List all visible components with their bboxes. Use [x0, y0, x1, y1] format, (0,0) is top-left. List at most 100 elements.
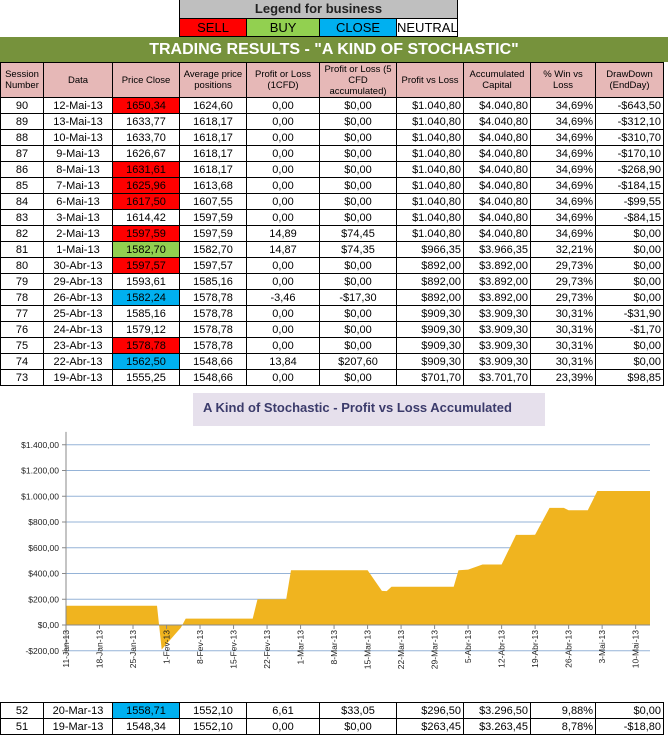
- cell-pl-5cfd: $0,00: [319, 321, 397, 338]
- cell-session: 79: [0, 273, 44, 290]
- y-tick-label: $800,00: [28, 517, 59, 527]
- cell-session: 80: [0, 257, 44, 274]
- cell-profit-vs-loss: $909,30: [396, 353, 464, 370]
- cell-pl-1cfd: 0,00: [246, 97, 320, 114]
- cell-session: 81: [0, 241, 44, 258]
- cell-date: 13-Mai-13: [43, 113, 113, 130]
- cell-pl-1cfd: 0,00: [246, 305, 320, 322]
- cell-date: 24-Abr-13: [43, 321, 113, 338]
- x-tick-label: 25-Jan-13: [128, 630, 138, 669]
- cell-avg-price: 1597,59: [179, 209, 247, 226]
- cell-pl-1cfd: 0,00: [246, 369, 320, 386]
- cell-price-close: 1625,96: [112, 177, 180, 194]
- cell-price-close: 1555,25: [112, 369, 180, 386]
- cell-avg-price: 1607,55: [179, 193, 247, 210]
- cell-avg-price: 1597,59: [179, 225, 247, 242]
- cell-drawdown: $0,00: [595, 257, 664, 274]
- cell-price-close: 1633,70: [112, 129, 180, 146]
- cell-drawdown: -$268,90: [595, 161, 664, 178]
- cell-win-pct: 9,88%: [530, 702, 596, 719]
- cell-avg-price: 1618,17: [179, 145, 247, 162]
- y-tick-label: $1.000,00: [21, 491, 59, 501]
- x-tick-label: 18-Jan-13: [95, 630, 105, 669]
- table-row: 51 19-Mar-13 1548,34 1552,10 0,00 $0,00 $263,4…: [0, 718, 664, 735]
- cell-profit-vs-loss: $1.040,80: [396, 161, 464, 178]
- column-header: Accumulated Capital: [463, 62, 531, 98]
- cell-profit-vs-loss: $1.040,80: [396, 129, 464, 146]
- cell-pl-1cfd: 0,00: [246, 129, 320, 146]
- cell-drawdown: -$99,55: [595, 193, 664, 210]
- cell-session: 52: [0, 702, 44, 719]
- cell-price-close: 1562,50: [112, 353, 180, 370]
- cell-pl-5cfd: $33,05: [319, 702, 397, 719]
- cell-session: 83: [0, 209, 44, 226]
- x-tick-label: 10-Mai-13: [631, 630, 641, 669]
- x-tick-label: 5-Abr-13: [463, 630, 473, 663]
- cell-drawdown: -$312,10: [595, 113, 664, 130]
- cell-win-pct: 34,69%: [530, 97, 596, 114]
- cell-win-pct: 30,31%: [530, 337, 596, 354]
- cell-pl-5cfd: $0,00: [319, 257, 397, 274]
- cell-date: 7-Mai-13: [43, 177, 113, 194]
- cell-profit-vs-loss: $966,35: [396, 241, 464, 258]
- cell-capital: $3.909,30: [463, 337, 531, 354]
- cell-pl-5cfd: $0,00: [319, 193, 397, 210]
- table-row: 80 30-Abr-13 1597,57 1597,57 0,00 $0,00 $892,0…: [0, 257, 664, 274]
- cell-profit-vs-loss: $909,30: [396, 337, 464, 354]
- table-row: 86 8-Mai-13 1631,61 1618,17 0,00 $0,00 $1.040,…: [0, 161, 664, 178]
- cell-win-pct: 34,69%: [530, 113, 596, 130]
- legend-title: Legend for business: [180, 0, 457, 19]
- cell-capital: $4.040,80: [463, 225, 531, 242]
- cell-session: 86: [0, 161, 44, 178]
- cell-drawdown: -$18,80: [595, 718, 664, 735]
- cell-avg-price: 1582,70: [179, 241, 247, 258]
- cell-pl-5cfd: $0,00: [319, 145, 397, 162]
- cell-price-close: 1548,34: [112, 718, 180, 735]
- legend-sell: SELL: [180, 19, 248, 36]
- table-row: 73 19-Abr-13 1555,25 1548,66 0,00 $0,00 $701,7…: [0, 369, 664, 386]
- cell-capital: $3.701,70: [463, 369, 531, 386]
- cell-date: 19-Abr-13: [43, 369, 113, 386]
- cell-date: 9-Mai-13: [43, 145, 113, 162]
- cell-capital: $4.040,80: [463, 129, 531, 146]
- cell-date: 25-Abr-13: [43, 305, 113, 322]
- cell-capital: $3.966,35: [463, 241, 531, 258]
- cell-price-close: 1617,50: [112, 193, 180, 210]
- cell-avg-price: 1618,17: [179, 129, 247, 146]
- cell-pl-5cfd: $0,00: [319, 209, 397, 226]
- chart-title: A Kind of Stochastic - Profit vs Loss Ac…: [193, 393, 545, 426]
- cell-pl-5cfd: $0,00: [319, 305, 397, 322]
- cell-profit-vs-loss: $1.040,80: [396, 225, 464, 242]
- header-row: Session Number Data Price Close Average pri…: [0, 62, 664, 98]
- cell-price-close: 1597,57: [112, 257, 180, 274]
- cell-drawdown: $0,00: [595, 353, 664, 370]
- x-tick-label: 11-Jan-13: [61, 630, 71, 668]
- x-tick-label: 15-Mar-13: [363, 630, 373, 669]
- cell-avg-price: 1578,78: [179, 305, 247, 322]
- cell-price-close: 1579,12: [112, 321, 180, 338]
- cell-win-pct: 34,69%: [530, 145, 596, 162]
- cell-date: 20-Mar-13: [43, 702, 113, 719]
- cell-capital: $3.909,30: [463, 321, 531, 338]
- cell-date: 8-Mai-13: [43, 161, 113, 178]
- cell-pl-5cfd: $0,00: [319, 97, 397, 114]
- cell-avg-price: 1548,66: [179, 353, 247, 370]
- cell-pl-1cfd: -3,46: [246, 289, 320, 306]
- cell-avg-price: 1578,78: [179, 337, 247, 354]
- table-row: 52 20-Mar-13 1558,71 1552,10 6,61 $33,05 $296,…: [0, 702, 664, 719]
- cell-session: 88: [0, 129, 44, 146]
- cell-drawdown: $0,00: [595, 702, 664, 719]
- cell-profit-vs-loss: $1.040,80: [396, 113, 464, 130]
- cell-profit-vs-loss: $1.040,80: [396, 177, 464, 194]
- x-tick-label: 12-Abr-13: [497, 630, 507, 668]
- cell-pl-1cfd: 0,00: [246, 145, 320, 162]
- cell-pl-1cfd: 0,00: [246, 113, 320, 130]
- column-header: Data: [43, 62, 113, 98]
- cell-pl-5cfd: $74,35: [319, 241, 397, 258]
- results-table-continued: 52 20-Mar-13 1558,71 1552,10 6,61 $33,05 $296,…: [0, 702, 664, 735]
- legend-items: SELL BUY CLOSE NEUTRAL: [180, 19, 458, 36]
- x-tick-label: 3-Mai-13: [597, 630, 607, 664]
- table-row: 83 3-Mai-13 1614,42 1597,59 0,00 $0,00 $1.040,…: [0, 209, 664, 226]
- cell-avg-price: 1578,78: [179, 289, 247, 306]
- cell-session: 51: [0, 718, 44, 735]
